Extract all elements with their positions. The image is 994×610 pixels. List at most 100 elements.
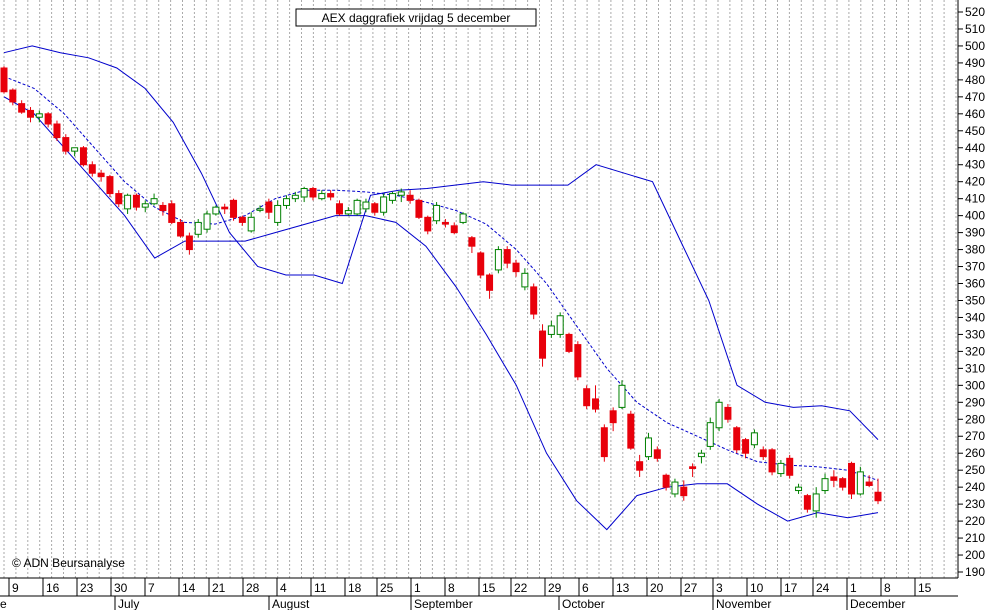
y-tick-label: 260 [965,446,985,460]
candle-body [821,478,829,492]
candle-body [600,427,608,458]
x-day-label: 1 [414,581,421,595]
y-tick-label: 290 [965,395,985,409]
y-tick-label: 250 [965,463,985,477]
x-day-label: 29 [548,581,562,595]
x-day-label: 15 [482,581,496,595]
y-tick-label: 300 [965,378,985,392]
vertical-gridlines [3,0,957,578]
x-day-label: 23 [80,581,94,595]
candle-body [680,486,688,497]
candle-body [803,495,811,510]
y-tick-label: 400 [965,209,985,223]
y-tick-label: 490 [965,56,985,70]
bollinger-middle-line [3,76,879,481]
candle-body [388,193,396,201]
candle-body [44,113,52,125]
candle-body [344,210,352,215]
candle-body [874,491,882,502]
candle-body [115,193,123,205]
candle-body [494,249,502,271]
y-tick-label: 220 [965,514,985,528]
candle-body [185,235,193,251]
x-day-label: 9 [12,581,19,595]
candle-body [194,221,202,235]
y-tick-label: 430 [965,158,985,172]
candle-body [795,486,803,492]
x-day-label: 8 [884,581,891,595]
candle-body [521,272,529,288]
x-month-label: October [562,597,605,610]
chart-title-box: AEX daggrafiek vrijdag 5 december [295,8,537,27]
x-day-label: 28 [246,581,260,595]
candle-body [662,474,670,488]
x-day-label: 13 [616,581,630,595]
candle-body [706,422,714,447]
candle-body [424,216,432,232]
candle-body [530,286,538,315]
candle-body [759,449,767,458]
candle-body [26,109,34,118]
x-month-label: September [414,597,473,610]
candle-body [477,252,485,276]
y-tick-label: 390 [965,226,985,240]
candle-body [274,204,282,223]
candle-body [335,203,343,215]
candle-body [609,410,617,424]
x-day-label: 4 [280,581,287,595]
candle-body [238,216,246,223]
candle-body [300,187,308,198]
x-axis: 9 16 23 30 7 14 21 28 4 11 18 25 1 8 15 22 29 6 13 20 27 3 10 1… [0,577,958,610]
x-day-label: 6 [582,581,589,595]
candle-body [353,199,361,215]
y-tick-label: 380 [965,243,985,257]
candle-body [689,466,697,469]
x-day-label: 30 [114,581,128,595]
candle-body [62,137,70,152]
candle-body [177,221,185,237]
candle-body [35,113,43,118]
candle-body [539,330,547,359]
chart-title: AEX daggrafiek vrijdag 5 december [322,11,511,25]
y-tick-label: 310 [965,361,985,375]
y-tick-label: 510 [965,22,985,36]
candle-body [71,147,79,152]
candle-body [309,187,317,198]
candle-body [848,462,856,495]
y-tick-label: 210 [965,531,985,545]
x-day-label: 15 [918,581,932,595]
x-month-label: July [118,597,139,610]
y-tick-label: 500 [965,39,985,53]
y-tick-label: 470 [965,90,985,104]
bollinger-upper-line [3,45,879,440]
x-month-label: December [850,597,905,610]
candle-body [212,206,220,215]
candle-body [742,439,750,454]
y-tick-label: 190 [965,565,985,579]
candle-body [397,191,405,196]
candle-body [503,249,511,264]
y-tick-label: 340 [965,310,985,324]
x-day-label: 1 [850,581,857,595]
candle-body [88,164,96,174]
y-tick-label: 410 [965,192,985,206]
x-month-label: e [0,597,7,610]
candle-body [203,213,211,230]
candle-body [750,432,758,446]
x-month-label: August [272,597,310,610]
candle-body [141,203,149,208]
candle-body [636,461,644,471]
title-frame [295,8,537,27]
candle-body [468,237,476,247]
y-tick-label: 520 [965,5,985,19]
x-month-label: November [716,597,771,610]
candle-body [450,225,458,234]
x-day-label: 18 [348,581,362,595]
y-axis: 190 200 210 220 230 240 250 260 270 280 290 300 310 3… [957,0,985,579]
candle-body [168,203,176,223]
candle-body [644,437,652,458]
y-tick-label: 370 [965,260,985,274]
y-tick-label: 270 [965,429,985,443]
candle-body [247,216,255,232]
